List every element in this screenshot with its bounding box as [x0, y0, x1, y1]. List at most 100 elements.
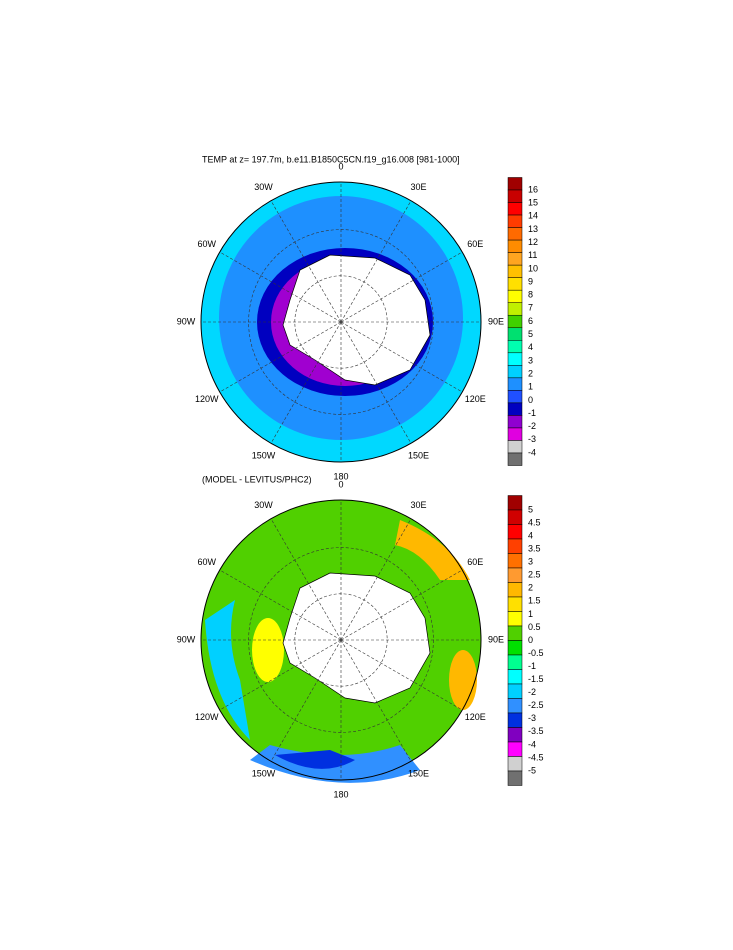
longitude-label: 180	[333, 471, 348, 481]
colorbar-box	[507, 390, 523, 404]
colorbar-label: 3	[528, 557, 533, 567]
longitude-label: 60E	[467, 239, 483, 249]
colorbar-box	[507, 698, 523, 714]
longitude-label: 150W	[252, 769, 276, 779]
longitude-label: 120W	[195, 394, 219, 404]
colorbar-label: 13	[528, 224, 538, 234]
graticule	[340, 321, 412, 444]
colorbar-label: -2.5	[528, 700, 544, 710]
graticule	[219, 569, 342, 641]
colorbar-label: -3	[528, 713, 536, 723]
longitude-label: 0	[338, 479, 343, 489]
colorbar-box	[507, 669, 523, 685]
longitude-label: 60E	[467, 557, 483, 567]
colorbar-box	[507, 640, 523, 656]
colorbar-label: 12	[528, 237, 538, 247]
longitude-label: 60W	[198, 557, 217, 567]
colorbar-label: -3.5	[528, 726, 544, 736]
colorbar-box	[507, 727, 523, 743]
longitude-label: 30W	[254, 500, 273, 510]
colorbar-box	[507, 252, 523, 266]
longitude-label: 30E	[410, 500, 426, 510]
colorbar-box	[507, 177, 523, 191]
colorbar-box	[507, 553, 523, 569]
colorbar-box	[507, 227, 523, 241]
colorbar-label: 0	[528, 635, 533, 645]
longitude-label: 90W	[177, 316, 196, 326]
graticule	[340, 569, 463, 641]
colorbar-label: 8	[528, 290, 533, 300]
colorbar-box	[507, 756, 523, 772]
colorbar-label: -2	[528, 687, 536, 697]
longitude-label: 30W	[254, 182, 273, 192]
colorbar-label: 16	[528, 184, 538, 194]
colorbar-label: 1	[528, 609, 533, 619]
colorbar-label: 1.5	[528, 596, 541, 606]
longitude-label: 150E	[408, 451, 429, 461]
longitude-label: 0	[338, 161, 343, 171]
longitude-label: 30E	[410, 182, 426, 192]
graticule	[340, 251, 463, 323]
colorbar-box	[507, 495, 523, 511]
colorbar-box	[507, 654, 523, 670]
graticule	[219, 321, 342, 393]
colorbar-label: 3.5	[528, 544, 541, 554]
colorbar-box	[507, 289, 523, 303]
colorbar-box	[507, 327, 523, 341]
colorbar-box	[507, 712, 523, 728]
colorbar-label: -1	[528, 661, 536, 671]
graticule	[270, 639, 342, 762]
colorbar-box	[507, 427, 523, 441]
colorbar-label: -4	[528, 739, 536, 749]
colorbar-box	[507, 314, 523, 329]
colorbar-label: -0.5	[528, 648, 544, 658]
colorbar-box	[507, 611, 523, 627]
colorbar-label: -4	[528, 447, 536, 457]
colorbar-label: 11	[528, 250, 537, 260]
colorbar-box	[507, 415, 523, 429]
colorbar-box	[507, 683, 523, 699]
colorbar-label: 3	[528, 355, 533, 365]
colorbar-box	[507, 538, 523, 554]
colorbar-label: -5	[528, 765, 536, 775]
panel-title: TEMP at z= 197.7m, b.e11.B1850C5CN.f19_g…	[202, 154, 460, 164]
graticule	[340, 321, 463, 393]
longitude-label: 90W	[177, 634, 196, 644]
colorbar-label: 0.5	[528, 622, 541, 632]
colorbar-box	[507, 741, 523, 757]
colorbar-box	[507, 402, 523, 416]
colorbar-label: 2.5	[528, 570, 541, 580]
colorbar-box	[507, 567, 523, 583]
colorbar-label: 5	[528, 329, 533, 339]
colorbar-label: -4.5	[528, 752, 544, 762]
colorbar-box	[507, 340, 523, 354]
colorbar-label: 9	[528, 276, 533, 286]
graticule	[340, 200, 412, 323]
colorbar-box	[507, 440, 523, 454]
longitude-label: 150W	[252, 451, 276, 461]
colorbar-box	[507, 596, 523, 612]
colorbar-label: 6	[528, 316, 533, 326]
colorbar-label: -2	[528, 421, 536, 431]
colorbar-box	[507, 277, 523, 291]
graticule	[270, 518, 342, 641]
map-2	[200, 499, 482, 783]
colorbar-label: 2	[528, 368, 533, 378]
colorbar-label: 10	[528, 263, 538, 273]
longitude-label: 90E	[488, 316, 504, 326]
colorbar-box	[507, 582, 523, 598]
colorbar-label: 0	[528, 395, 533, 405]
colorbar-box	[507, 452, 523, 466]
graticule	[340, 639, 463, 711]
colorbar-box	[507, 202, 523, 216]
longitude-label: 120E	[465, 394, 486, 404]
colorbar-box	[507, 625, 523, 641]
graticule	[340, 518, 412, 641]
colorbar-label: -3	[528, 434, 536, 444]
colorbar-label: 7	[528, 303, 533, 313]
graticule	[219, 251, 342, 323]
panel-title: (MODEL - LEVITUS/PHC2)	[202, 474, 312, 484]
colorbar-box	[507, 264, 523, 278]
colorbar-box	[507, 377, 523, 391]
colorbar-label: 4	[528, 530, 533, 540]
